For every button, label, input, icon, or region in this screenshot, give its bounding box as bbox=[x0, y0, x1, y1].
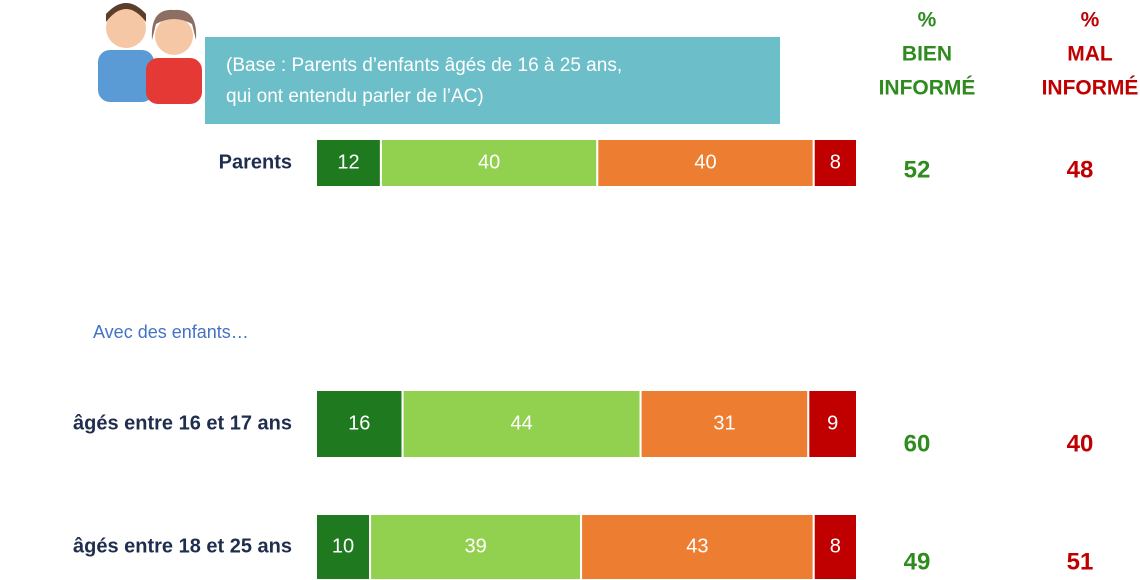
segment-label: 9 bbox=[827, 412, 838, 434]
segment-label: 39 bbox=[464, 535, 486, 557]
group-label: Avec des enfants… bbox=[93, 322, 249, 342]
summary-value: 60 bbox=[904, 430, 931, 457]
column-header: INFORMÉ bbox=[879, 77, 976, 100]
segment-label: 43 bbox=[686, 535, 708, 557]
segment-label: 8 bbox=[830, 151, 841, 173]
segment-label: 40 bbox=[694, 151, 716, 173]
base-note: qui ont entendu parler de l’AC) bbox=[226, 86, 484, 107]
parents-icon bbox=[98, 3, 202, 104]
column-header: INFORMÉ bbox=[1042, 77, 1139, 100]
base-note: (Base : Parents d’enfants âgés de 16 à 2… bbox=[226, 55, 622, 76]
chart: (Base : Parents d’enfants âgés de 16 à 2… bbox=[0, 0, 1140, 580]
category-label: Parents bbox=[219, 151, 292, 173]
column-header: % bbox=[1081, 9, 1100, 32]
summary-value: 52 bbox=[904, 156, 931, 183]
segment-label: 40 bbox=[478, 151, 500, 173]
category-label: âgés entre 16 et 17 ans bbox=[73, 412, 292, 434]
segment-label: 12 bbox=[337, 151, 359, 173]
base-box bbox=[205, 37, 780, 124]
column-header: MAL bbox=[1067, 43, 1113, 66]
segment-label: 31 bbox=[713, 412, 735, 434]
summary-value: 49 bbox=[904, 548, 931, 575]
summary-value: 51 bbox=[1067, 548, 1094, 575]
column-header: % bbox=[918, 9, 937, 32]
category-label: âgés entre 18 et 25 ans bbox=[73, 535, 292, 557]
segment-label: 44 bbox=[510, 412, 532, 434]
segment-label: 10 bbox=[332, 535, 354, 557]
summary-value: 48 bbox=[1067, 156, 1094, 183]
column-header: BIEN bbox=[902, 43, 952, 66]
segment-label: 16 bbox=[348, 412, 370, 434]
summary-value: 40 bbox=[1067, 430, 1094, 457]
segment-label: 8 bbox=[830, 535, 841, 557]
